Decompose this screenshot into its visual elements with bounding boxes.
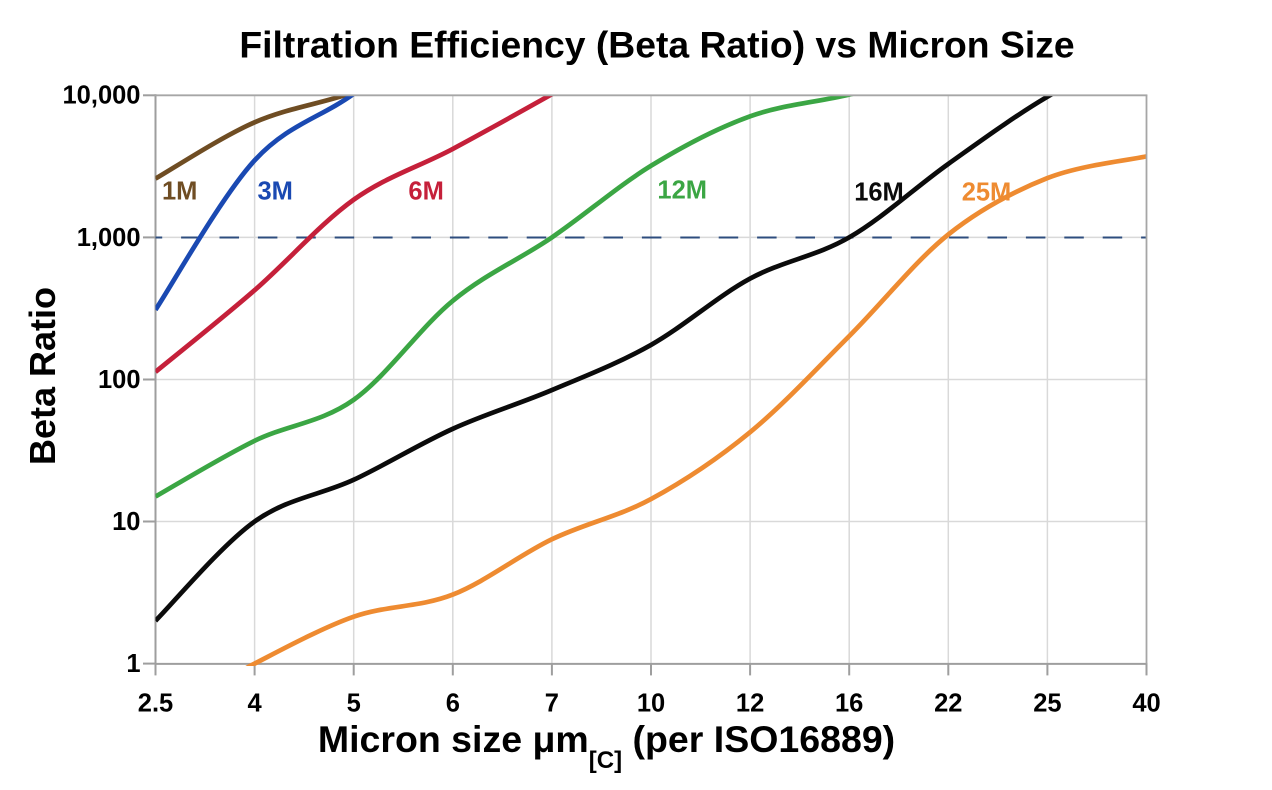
svg-text:25: 25 [1033, 690, 1061, 718]
svg-text:16: 16 [835, 690, 863, 718]
svg-text:22: 22 [934, 690, 962, 718]
svg-text:5: 5 [347, 690, 361, 718]
svg-text:10: 10 [112, 508, 140, 536]
svg-text:12M: 12M [657, 177, 707, 205]
svg-text:12: 12 [736, 690, 764, 718]
svg-text:6M: 6M [408, 177, 443, 205]
svg-text:Filtration Efficiency (Beta Ra: Filtration Efficiency (Beta Ratio) vs Mi… [239, 23, 1074, 65]
svg-text:40: 40 [1132, 690, 1160, 718]
svg-text:1M: 1M [162, 177, 197, 205]
svg-text:2.5: 2.5 [138, 690, 173, 718]
svg-text:1,000: 1,000 [77, 224, 141, 252]
svg-text:1: 1 [126, 650, 140, 678]
svg-text:Beta Ratio: Beta Ratio [22, 287, 63, 465]
svg-text:100: 100 [98, 366, 141, 394]
svg-text:10: 10 [637, 690, 665, 718]
svg-text:10,000: 10,000 [63, 82, 141, 110]
svg-text:16M: 16M [854, 179, 904, 207]
svg-text:6: 6 [446, 690, 460, 718]
svg-text:3M: 3M [258, 177, 293, 205]
svg-text:4: 4 [248, 690, 263, 718]
svg-text:7: 7 [545, 690, 559, 718]
svg-text:25M: 25M [962, 179, 1012, 207]
